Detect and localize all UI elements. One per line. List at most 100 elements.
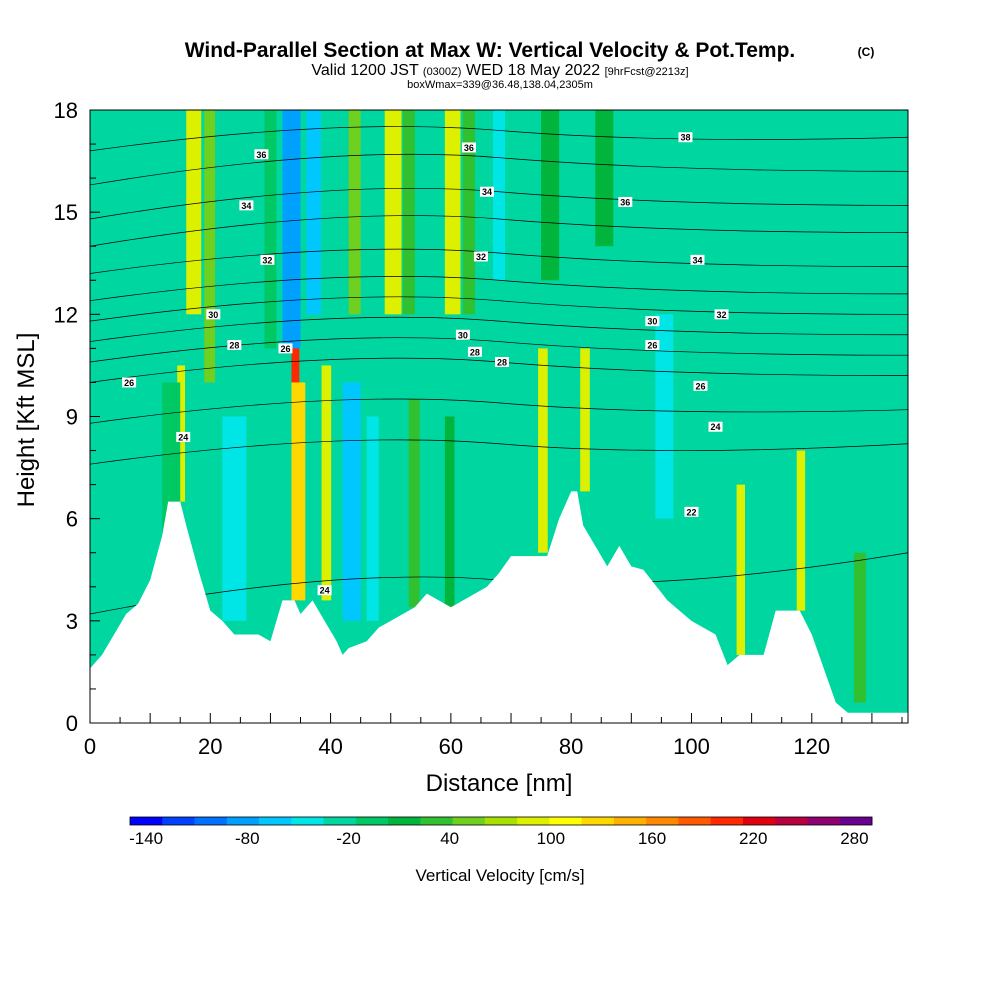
contour-label: 36 [618, 196, 633, 207]
contour-label: 28 [495, 357, 510, 368]
colorbar-label: Vertical Velocity [cm/s] [415, 866, 584, 885]
colorbar-swatch [388, 817, 421, 825]
y-tick-label: 9 [66, 405, 78, 430]
colorbar-swatch [581, 817, 615, 825]
contour-label-text: 26 [647, 340, 657, 350]
contour-label-text: 26 [695, 381, 705, 391]
contour-label: 24 [176, 431, 191, 442]
colorbar-swatch [710, 817, 744, 825]
colorbar-swatch [517, 817, 550, 825]
contour-label: 28 [467, 346, 482, 357]
contour-label-text: 30 [208, 310, 218, 320]
contour-label-text: 38 [680, 133, 690, 143]
velocity-cell [655, 314, 674, 519]
contour-label-text: 36 [620, 197, 630, 207]
colorbar-swatch [259, 817, 292, 825]
velocity-cell [342, 382, 361, 621]
contour-label-bg [176, 431, 191, 442]
contour-label-text: 24 [320, 586, 330, 596]
x-axis: 0 20 40 60 80 100 120 [84, 713, 903, 759]
contour-label-bg [122, 377, 137, 388]
contour-label-bg [618, 196, 633, 207]
x-tick-label: 60 [439, 734, 463, 759]
y-axis: 0 3 6 9 12 15 18 [54, 98, 100, 736]
colorbar-swatch [678, 817, 712, 825]
x-tick-label: 100 [673, 734, 710, 759]
y-tick-label: 18 [54, 98, 78, 123]
contour-label: 32 [714, 309, 729, 320]
box-wmax-info: boxWmax=339@36.48,138.04,2305m [407, 79, 593, 91]
contour-label: 26 [693, 380, 708, 391]
x-tick-label: 20 [198, 734, 222, 759]
theta-contour-line [90, 187, 908, 220]
velocity-cell [204, 110, 216, 383]
colorbar-tick-label: -80 [235, 829, 260, 848]
contour-label-bg [693, 380, 708, 391]
contour-label: 22 [684, 506, 699, 517]
contour-label-text: 26 [124, 378, 134, 388]
colorbar-swatch [549, 817, 583, 825]
theta-contour-line [90, 215, 908, 247]
colorbar-tick-label: -140 [129, 829, 163, 848]
colorbar-tick-label: 100 [537, 829, 565, 848]
contour-label: 36 [461, 142, 476, 153]
contour-label-bg [645, 339, 660, 350]
colorbar-swatch [323, 817, 357, 825]
contour-label-bg [645, 316, 660, 327]
contour-label: 26 [645, 339, 660, 350]
x-tick-label: 80 [559, 734, 583, 759]
velocity-cell [222, 416, 247, 621]
valid-date: WED 18 May 2022 [466, 62, 600, 79]
contour-label-text: 24 [178, 432, 188, 442]
colorbar-tick-label: -20 [336, 829, 361, 848]
x-tick-label: 0 [84, 734, 96, 759]
chart-title: Wind-Parallel Section at Max W: Vertical… [185, 39, 796, 62]
contour-label-text: 32 [262, 255, 272, 265]
colorbar-swatch [742, 817, 776, 825]
y-tick-label: 0 [66, 711, 78, 736]
velocity-cell [444, 110, 461, 315]
contour-label-bg [278, 343, 293, 354]
contour-label-bg [678, 132, 693, 143]
theta-contour-line [90, 276, 908, 302]
terrain-mask [90, 491, 908, 723]
y-axis-label: Height [Kft MSL] [13, 333, 40, 508]
colorbar-tick-label: 40 [440, 829, 459, 848]
chart-subtitle: Valid 1200 JST (0300Z) WED 18 May 2022 [… [311, 62, 688, 79]
theta-contour-line [90, 296, 908, 322]
x-tick-label: 120 [793, 734, 830, 759]
velocity-cell [796, 450, 806, 611]
contour-label: 26 [122, 377, 137, 388]
contour-label-text: 26 [280, 344, 290, 354]
x-axis-label: Distance [nm] [426, 770, 573, 797]
velocity-cell [306, 110, 321, 315]
contour-label-bg [239, 200, 254, 211]
contour-label-bg [495, 357, 510, 368]
velocity-cell [162, 382, 181, 536]
colorbar-swatch [194, 817, 228, 825]
theta-contour-line [90, 439, 908, 465]
contour-label: 32 [260, 254, 275, 265]
valid-time: Valid 1200 JST [311, 62, 419, 79]
contour-label-text: 36 [256, 150, 266, 160]
forecast-info: [9hrFcst@2213z] [605, 66, 689, 78]
contour-label-text: 28 [497, 358, 507, 368]
contour-label: 38 [678, 132, 693, 143]
colorbar-swatch [613, 817, 647, 825]
contour-label: 30 [206, 309, 221, 320]
velocity-cell [321, 365, 332, 601]
contour-label-text: 28 [229, 340, 239, 350]
colorbar: -140 -80 -20 40 100 160 220 280 [129, 816, 873, 848]
colorbar-swatch [807, 817, 841, 825]
velocity-cell [580, 348, 590, 492]
contour-label: 34 [239, 200, 254, 211]
colorbar-swatch [646, 817, 679, 825]
copyright-mark: (C) [858, 45, 875, 59]
velocity-cell [444, 416, 455, 608]
colorbar-swatch [839, 817, 873, 825]
contour-label-bg [254, 149, 269, 160]
y-tick-label: 12 [54, 302, 78, 327]
velocity-cell [366, 416, 379, 621]
